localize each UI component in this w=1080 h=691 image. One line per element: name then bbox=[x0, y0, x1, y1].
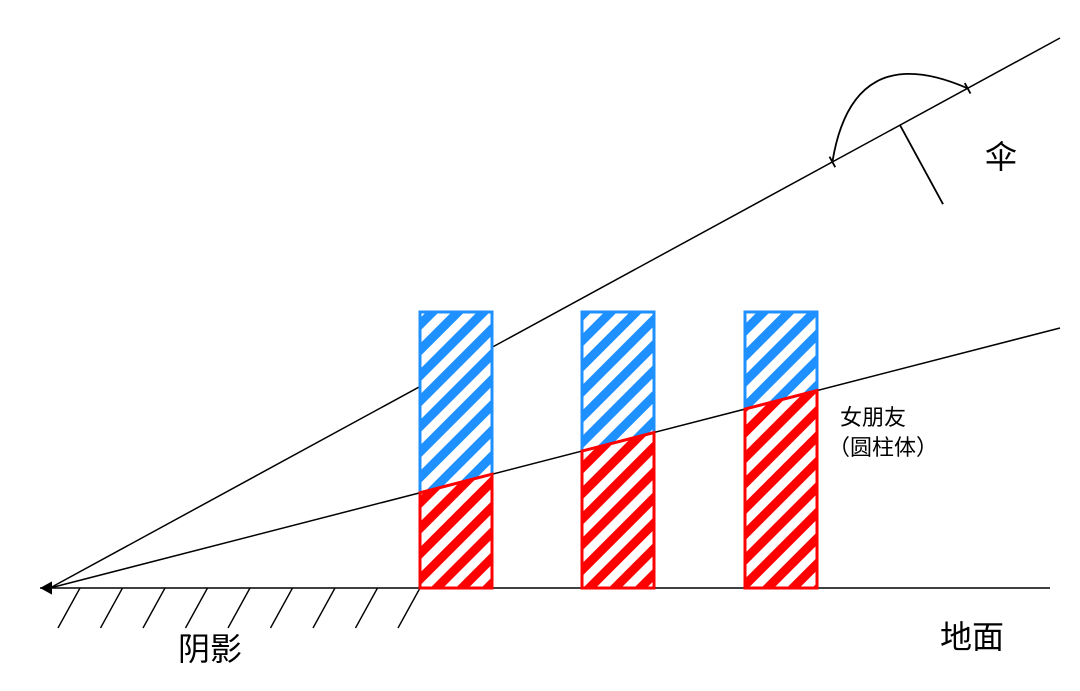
shadow-hatch bbox=[186, 588, 208, 628]
shadow-hatch bbox=[58, 588, 80, 628]
label-girlfriend-line1: 女朋友 bbox=[840, 405, 906, 430]
label-girlfriend-line2: （圆柱体） bbox=[828, 435, 938, 460]
shadow-hatch bbox=[271, 588, 293, 628]
umbrella-handle bbox=[900, 125, 943, 204]
shadow-hatch bbox=[101, 588, 123, 628]
bar-blue-region bbox=[582, 312, 654, 451]
label-umbrella: 伞 bbox=[985, 139, 1017, 175]
shadow-hatch bbox=[356, 588, 378, 628]
bar-blue-region bbox=[420, 312, 492, 493]
label-shadow: 阴影 bbox=[178, 631, 242, 667]
shadow-hatch bbox=[143, 588, 165, 628]
bar-red-region bbox=[582, 433, 654, 588]
ray-top bbox=[50, 38, 1060, 588]
label-ground: 地面 bbox=[940, 619, 1004, 655]
shadow-hatch bbox=[313, 588, 335, 628]
bar-red-region bbox=[745, 391, 817, 588]
shadow-hatch bbox=[228, 588, 250, 628]
shadow-hatch bbox=[398, 588, 420, 628]
umbrella-canopy bbox=[832, 74, 967, 162]
